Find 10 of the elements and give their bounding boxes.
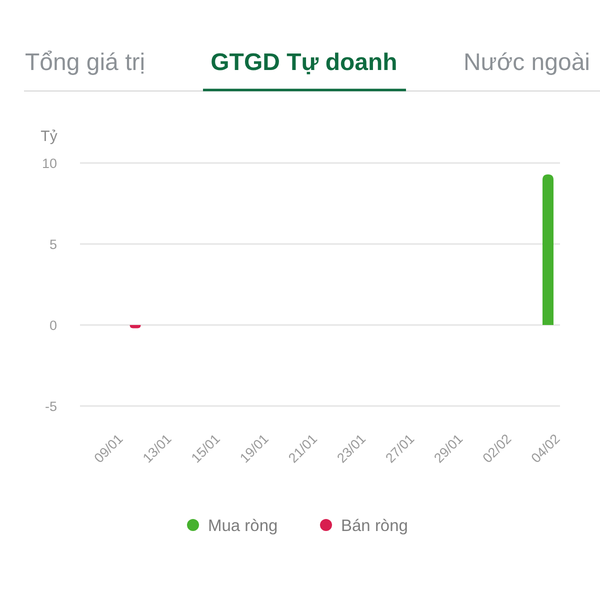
y-tick-label: 0: [49, 318, 57, 333]
y-axis-title: Tỷ: [40, 128, 58, 145]
legend-label: Mua ròng: [208, 517, 278, 535]
y-tick-label: -5: [44, 399, 57, 414]
y-tick-label: 5: [49, 237, 57, 252]
legend-label: Bán ròng: [341, 517, 408, 535]
text: Nước ngoài: [463, 49, 590, 76]
chart-title: GTGD Tự doanh: [210, 49, 398, 76]
y-tick-label: 10: [42, 156, 57, 171]
text: Tổng giá trị: [25, 49, 146, 76]
